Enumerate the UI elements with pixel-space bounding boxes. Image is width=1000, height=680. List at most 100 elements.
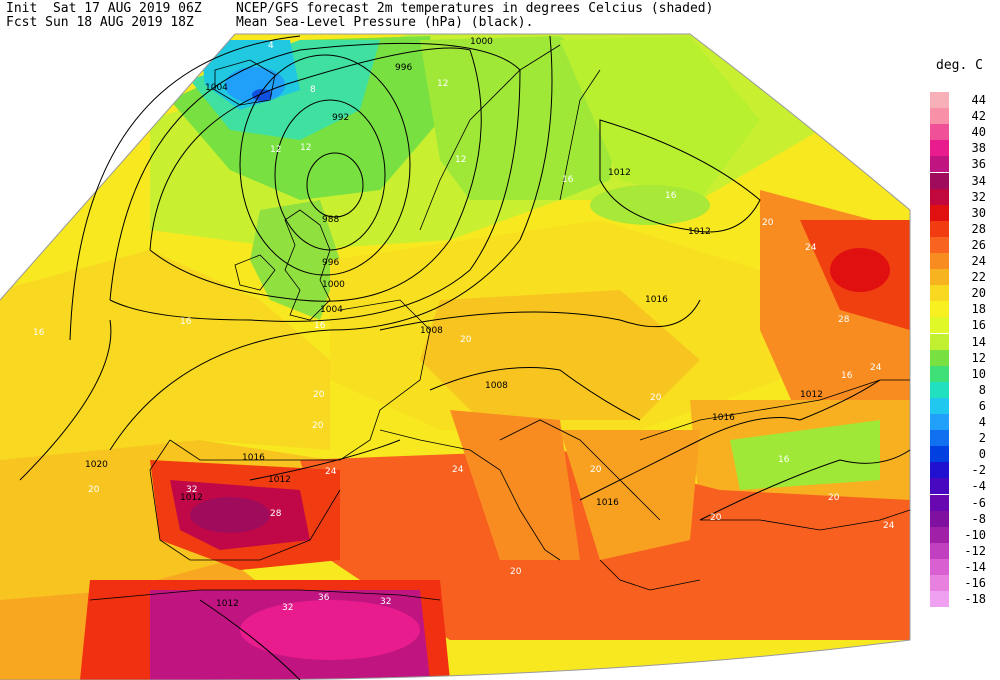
isobar-label: 1016 bbox=[596, 498, 619, 508]
legend-entry: 36 bbox=[930, 156, 1000, 173]
legend-swatch bbox=[930, 333, 949, 350]
legend-label: 18 bbox=[971, 302, 986, 317]
legend-swatch bbox=[930, 381, 949, 398]
temp-label: 20 bbox=[762, 218, 774, 228]
isobar-label: 1016 bbox=[645, 295, 668, 305]
legend-entry: 32 bbox=[930, 188, 1000, 205]
legend-swatch bbox=[930, 478, 949, 495]
legend-label: 20 bbox=[971, 286, 986, 301]
temp-label: 20 bbox=[510, 567, 522, 577]
legend-label: -4 bbox=[971, 479, 986, 494]
legend-swatch bbox=[930, 446, 949, 463]
legend-label: -8 bbox=[971, 511, 986, 526]
legend-label: -16 bbox=[964, 576, 986, 590]
legend-label: 38 bbox=[971, 141, 986, 156]
legend-entry: 2 bbox=[930, 430, 1000, 447]
legend-swatch bbox=[930, 269, 949, 286]
legend-entry: 4 bbox=[930, 414, 1000, 430]
init-line: Init Sat 17 AUG 2019 06Z bbox=[6, 1, 202, 16]
temp-label: 8 bbox=[310, 85, 316, 95]
legend-entry: 42 bbox=[930, 108, 1000, 125]
temp-label: 24 bbox=[325, 467, 337, 477]
temp-label: 20 bbox=[312, 421, 324, 431]
temp-label: 32 bbox=[186, 485, 197, 495]
legend-label: -2 bbox=[971, 463, 986, 478]
legend-label: 34 bbox=[971, 173, 986, 188]
temp-label: 12 bbox=[300, 143, 311, 153]
legend-label: 0 bbox=[978, 447, 986, 462]
legend-entry: -2 bbox=[930, 462, 1000, 479]
temp-label: 20 bbox=[828, 493, 840, 503]
legend-label: 4 bbox=[978, 415, 986, 429]
temp-label: 16 bbox=[562, 175, 574, 185]
legend-label: -12 bbox=[964, 543, 986, 558]
legend-swatch bbox=[930, 430, 949, 447]
temp-label: 20 bbox=[590, 465, 602, 475]
legend-swatch bbox=[930, 542, 949, 559]
legend-entry: 16 bbox=[930, 317, 1000, 334]
legend-label: 24 bbox=[971, 254, 986, 268]
legend-entry: -4 bbox=[930, 478, 1000, 495]
temp-label: 32 bbox=[380, 597, 391, 607]
coastlines bbox=[89, 44, 911, 601]
isobar-label: 1012 bbox=[180, 493, 203, 503]
legend-entry: 24 bbox=[930, 253, 1000, 269]
legend-swatch bbox=[930, 510, 949, 527]
legend-entry: 34 bbox=[930, 172, 1000, 189]
legend-swatch bbox=[930, 462, 949, 479]
temp-label: 16 bbox=[180, 317, 192, 327]
legend-entry: 6 bbox=[930, 397, 1000, 414]
isobars bbox=[19, 35, 911, 680]
legend-entry: -10 bbox=[930, 526, 1000, 543]
legend-label: -6 bbox=[971, 495, 986, 510]
legend-label: 40 bbox=[971, 125, 986, 140]
temp-label: 36 bbox=[318, 593, 330, 603]
legend-unit: deg. C bbox=[936, 58, 983, 73]
temp-label: 20 bbox=[710, 513, 722, 523]
temp-label: 12 bbox=[455, 155, 466, 165]
legend-swatch bbox=[930, 172, 949, 189]
legend-swatch bbox=[930, 140, 949, 157]
legend-swatch bbox=[930, 414, 949, 430]
legend-label: -18 bbox=[964, 592, 986, 607]
legend-entry: 18 bbox=[930, 301, 1000, 318]
legend-entry: -12 bbox=[930, 542, 1000, 559]
isobar-label: 1000 bbox=[322, 280, 345, 290]
temp-label: 12 bbox=[270, 145, 281, 155]
isobar-label: 1004 bbox=[320, 305, 343, 315]
temp-label: 28 bbox=[270, 509, 282, 519]
legend-swatch bbox=[930, 558, 949, 575]
legend-swatch bbox=[930, 349, 949, 366]
legend-entry: 20 bbox=[930, 285, 1000, 302]
title-line-1: NCEP/GFS forecast 2m temperatures in deg… bbox=[236, 1, 714, 16]
legend-entry: 44 bbox=[930, 92, 1000, 108]
isobar-label: 1012 bbox=[800, 390, 823, 400]
legend-entry: 28 bbox=[930, 220, 1000, 237]
temp-label: 20 bbox=[650, 393, 662, 403]
legend-entry: 30 bbox=[930, 204, 1000, 221]
temp-label: 24 bbox=[883, 521, 895, 531]
legend-entry: -6 bbox=[930, 494, 1000, 511]
legend-swatch bbox=[930, 253, 949, 269]
legend-label: 22 bbox=[971, 270, 986, 285]
legend-label: 30 bbox=[971, 205, 986, 220]
temp-label: 32 bbox=[282, 603, 293, 613]
legend-swatch bbox=[930, 204, 949, 221]
legend-entry: 12 bbox=[930, 349, 1000, 366]
legend-entry: 38 bbox=[930, 140, 1000, 157]
temp-label: 20 bbox=[313, 390, 325, 400]
legend-entry: 0 bbox=[930, 446, 1000, 463]
legend-label: -10 bbox=[964, 527, 986, 542]
temp-label: 20 bbox=[88, 485, 100, 495]
legend-swatch bbox=[930, 236, 949, 253]
isobar-label: 992 bbox=[332, 113, 349, 123]
legend-swatch bbox=[930, 188, 949, 205]
legend-entry: 10 bbox=[930, 365, 1000, 382]
legend-label: 10 bbox=[971, 366, 986, 381]
legend-label: 14 bbox=[971, 334, 986, 349]
isobar-label: 1008 bbox=[420, 326, 443, 336]
legend-label: 8 bbox=[978, 382, 986, 397]
legend-label: 32 bbox=[971, 189, 986, 204]
fcst-line: Fcst Sun 18 AUG 2019 18Z bbox=[6, 15, 194, 30]
isobar-label: 1000 bbox=[470, 37, 493, 47]
